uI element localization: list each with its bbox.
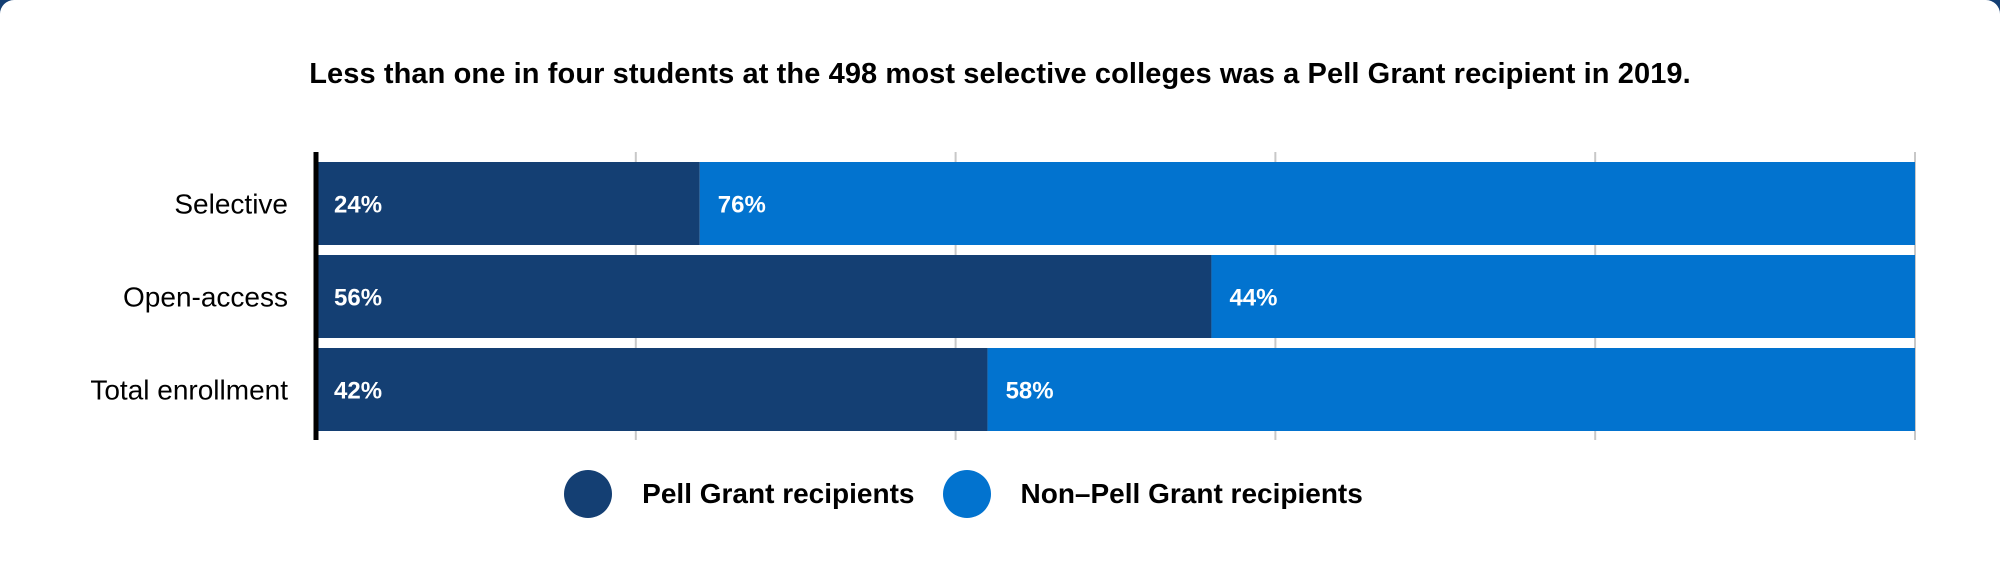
category-label: Selective	[174, 189, 288, 220]
bar-non-pell	[987, 348, 1915, 431]
data-label: 42%	[334, 378, 382, 405]
data-label: 76%	[718, 192, 766, 219]
legend: Pell Grant recipients Non–Pell Grant rec…	[0, 466, 2000, 522]
corner-decoration-right	[1986, 0, 2000, 14]
legend-item-pell: Pell Grant recipients	[564, 470, 915, 518]
legend-swatch-non-pell	[942, 470, 991, 518]
legend-label-pell: Pell Grant recipients	[642, 478, 915, 509]
data-label: 56%	[334, 285, 382, 312]
bar-pell	[316, 348, 988, 431]
category-label: Open-access	[123, 282, 288, 313]
legend-item-non-pell: Non–Pell Grant recipients	[942, 470, 1363, 518]
legend-label-non-pell: Non–Pell Grant recipients	[1020, 478, 1363, 509]
legend-swatch-pell	[564, 470, 613, 518]
corner-decoration-left	[0, 0, 14, 14]
bar-non-pell	[1211, 255, 1915, 338]
bar-pell	[316, 255, 1212, 338]
bar-pell	[316, 162, 700, 245]
data-label: 24%	[334, 192, 382, 219]
data-label: 58%	[1006, 378, 1054, 405]
chart-title: Less than one in four students at the 49…	[309, 58, 1691, 90]
bar-non-pell	[699, 162, 1915, 245]
data-label: 44%	[1229, 285, 1277, 312]
category-label: Total enrollment	[90, 375, 288, 406]
